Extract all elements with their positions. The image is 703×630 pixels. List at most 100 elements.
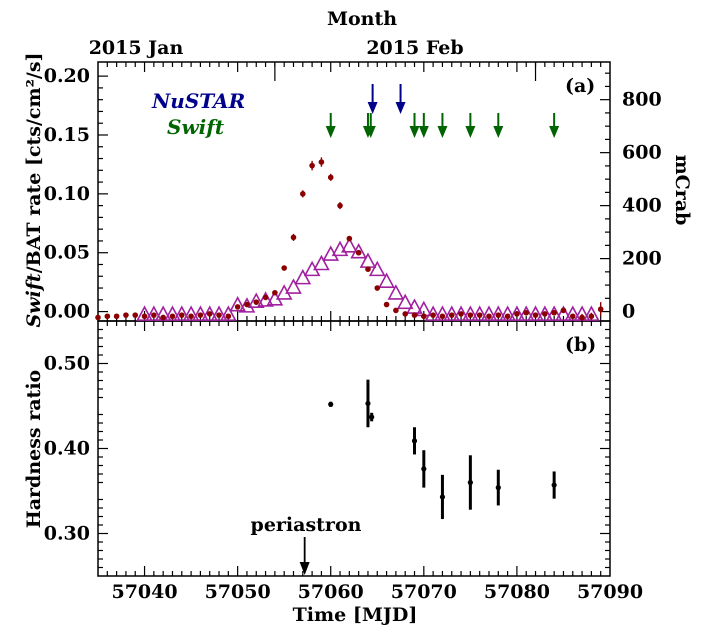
y-tick-label: 0.20	[44, 65, 90, 87]
bat-point	[439, 313, 446, 320]
y-tick-label: 0.15	[44, 124, 90, 146]
triangle-point	[173, 305, 191, 321]
triangle-point	[229, 296, 246, 312]
right-tick-label: 800	[622, 89, 662, 111]
swift-arrow-head	[325, 126, 336, 138]
month-label-feb: 2015 Feb	[366, 37, 463, 59]
bat-point	[523, 309, 530, 316]
right-tick-label: 0	[622, 301, 635, 323]
swift-arrow-head	[365, 126, 376, 138]
swift-arrow-head	[437, 126, 448, 138]
bat-point	[588, 313, 595, 320]
bat-point	[504, 313, 511, 320]
periastron-label: periastron	[251, 514, 362, 536]
bat-point	[300, 191, 306, 197]
panel-b-frame	[97, 320, 611, 577]
month-label-jan: 2015 Jan	[89, 37, 184, 59]
triangle-point	[434, 305, 451, 321]
triangle-point	[313, 254, 330, 271]
triangle-point	[257, 291, 274, 307]
bat-point	[532, 312, 539, 318]
hardness-point	[439, 494, 446, 500]
y-axis-label-b: Hardness ratio	[23, 370, 45, 528]
legend-swift: Swift	[167, 115, 225, 139]
triangle-point	[489, 305, 507, 321]
bat-point	[597, 306, 604, 313]
triangle-point	[285, 278, 302, 294]
bat-point	[309, 162, 315, 169]
triangle-point	[452, 305, 470, 321]
triangle-point	[508, 305, 526, 321]
bat-point	[160, 314, 166, 321]
hardness-point	[467, 479, 473, 486]
bat-point	[113, 313, 120, 320]
bat-point	[542, 311, 548, 317]
triangle-point	[555, 305, 572, 321]
bat-point	[197, 312, 204, 318]
triangle-point	[164, 305, 181, 321]
bat-point	[551, 309, 557, 316]
triangle-point	[480, 305, 498, 321]
triangle-point	[545, 305, 563, 321]
triangle-point	[192, 305, 209, 321]
bat-point	[476, 312, 483, 318]
triangle-point	[387, 284, 405, 300]
panel-b-label: (b)	[565, 334, 596, 356]
bat-point	[495, 312, 502, 318]
hardness-point	[411, 438, 418, 444]
y-tick-label: 0.50	[44, 353, 90, 375]
triangle-point	[294, 268, 312, 285]
panel-a-label: (a)	[565, 75, 595, 97]
triangle-point	[247, 292, 265, 308]
triangle-point	[136, 305, 153, 321]
hardness-point	[365, 400, 371, 407]
y-tick-label: 0.40	[44, 438, 90, 460]
triangle-point	[471, 305, 489, 321]
bat-point	[402, 311, 409, 317]
swift-arrow-head	[409, 126, 420, 138]
triangle-point	[462, 305, 479, 321]
bat-point	[262, 294, 269, 301]
top-axis-title: Month	[327, 8, 397, 30]
right-axis-label: mCrab	[671, 155, 693, 226]
triangle-point	[210, 305, 228, 321]
bat-point	[467, 312, 474, 318]
triangle-point	[517, 305, 535, 321]
hardness-point	[421, 466, 427, 472]
bat-point	[206, 311, 213, 317]
bat-point	[421, 313, 427, 320]
bat-point	[216, 312, 222, 318]
bat-point	[486, 313, 492, 320]
triangle-point	[368, 260, 386, 277]
bat-point	[346, 235, 353, 242]
bat-point	[178, 312, 185, 318]
triangle-point	[536, 305, 554, 321]
bat-point	[123, 312, 129, 318]
periastron-arrow-head	[299, 562, 310, 575]
triangle-point	[583, 305, 600, 321]
triangle-point	[201, 305, 219, 321]
bat-point	[253, 299, 260, 305]
legend-nustar: NuSTAR	[151, 89, 245, 113]
y-axis-label-a-rest: /BAT rate [cts/cm²/s]	[23, 52, 45, 273]
triangle-point	[396, 293, 414, 310]
bat-point	[383, 301, 390, 308]
right-tick-label: 200	[622, 248, 662, 270]
bat-point	[169, 313, 176, 320]
y-tick-label: 0.10	[44, 183, 90, 205]
bat-point	[337, 202, 343, 209]
y-tick-label: 0.30	[44, 523, 90, 545]
x-axis-label: Time [MJD]	[293, 604, 418, 626]
triangle-point	[499, 305, 516, 321]
hardness-point	[495, 485, 501, 491]
triangle-point	[331, 240, 349, 257]
right-tick-label: 400	[622, 195, 662, 217]
bat-point	[411, 312, 418, 318]
triangle-point	[219, 305, 237, 321]
x-tick-label: 57070	[391, 581, 457, 603]
bat-point	[151, 312, 157, 318]
triangle-point	[378, 272, 395, 288]
bat-point	[272, 289, 278, 296]
bat-point	[290, 234, 297, 241]
